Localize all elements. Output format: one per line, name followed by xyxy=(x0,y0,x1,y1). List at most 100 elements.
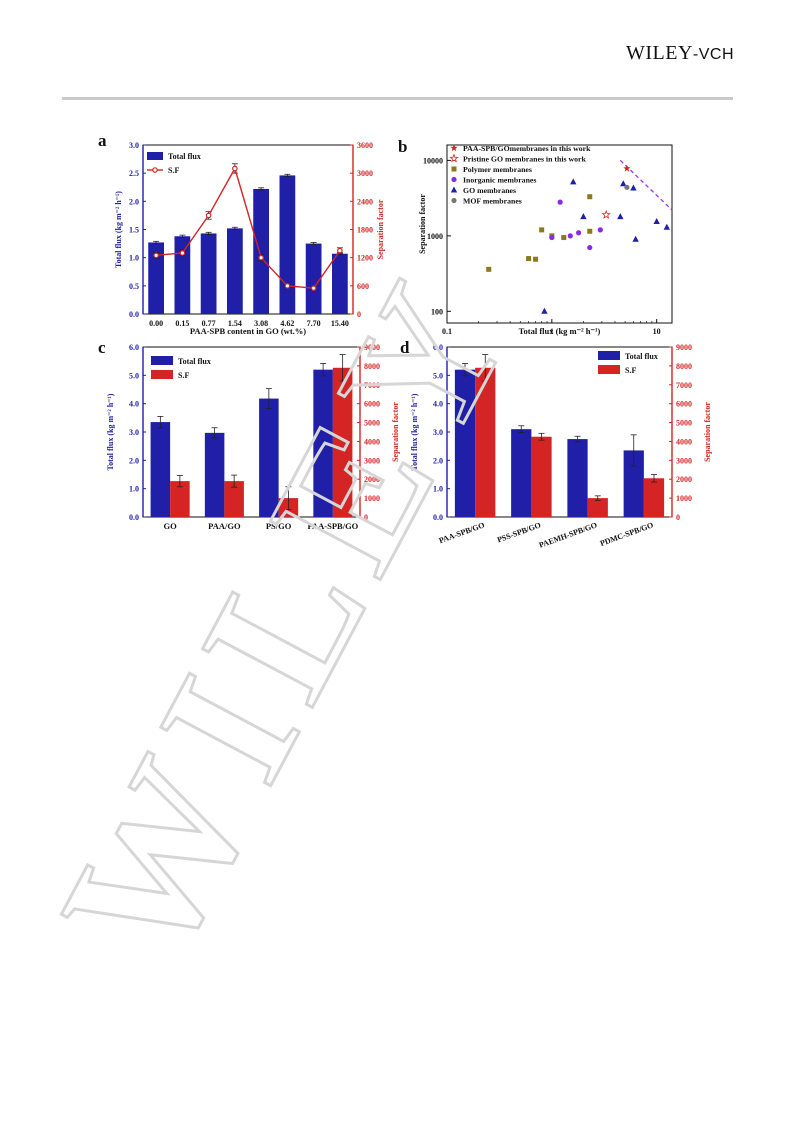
panel-a-bar xyxy=(305,243,322,314)
panel-d-ytick-label-left: 3.0 xyxy=(433,428,443,437)
panel-b-point xyxy=(549,234,555,241)
panel-c-legend-label-flux: Total flux xyxy=(178,357,211,366)
panel-b-point xyxy=(663,223,671,230)
panel-c-ytick-label-left: 6.0 xyxy=(129,343,139,352)
panel-c-ytick-label-right: 6000 xyxy=(364,400,380,409)
header-divider xyxy=(62,97,733,100)
panel-b-legend-marker xyxy=(451,166,457,172)
panel-c-bar-sf xyxy=(224,481,244,517)
panel-b-point xyxy=(539,227,545,233)
panel-a-ytick-label-right: 1200 xyxy=(357,254,373,263)
panel-d-bar-sf xyxy=(587,498,608,517)
panel-a-xtick-label: 15.40 xyxy=(331,319,349,328)
panel-b-point xyxy=(653,217,660,224)
panel-d-ylabel: Total flux (kg m⁻² h⁻¹) xyxy=(410,393,419,470)
panel-a-xtick-label: 7.70 xyxy=(307,319,321,328)
panel-a-xtick-label: 0.00 xyxy=(149,319,163,328)
panel-b-trend-line xyxy=(619,159,673,211)
panel-b-point xyxy=(617,213,624,220)
panel-d-ytick-label-left: 4.0 xyxy=(433,400,443,409)
panel-a-bar xyxy=(332,253,348,314)
panel-d-legend-swatch-flux xyxy=(598,351,620,360)
panel-d-letter: d xyxy=(400,338,410,357)
panel-a-xtick-label: 4.62 xyxy=(280,319,294,328)
panel-c-ytick-label-right: 3000 xyxy=(364,456,380,465)
panel-c-bar-flux xyxy=(150,422,171,517)
panel-d-ytick-label-right: 5000 xyxy=(676,419,692,428)
panel-a-legend-label-flux: Total flux xyxy=(168,152,201,161)
panel-d-ytick-label-right: 6000 xyxy=(676,400,692,409)
panel-d-xtick-label: PSS-SPB/GO xyxy=(496,520,542,544)
panel-a-xtick-label: 0.77 xyxy=(202,319,216,328)
panel-d-ytick-label-right: 8000 xyxy=(676,362,692,371)
panel-a-xlabel: PAA-SPB content in GO (wt.%) xyxy=(190,326,306,336)
panel-b-ylabel: Separation factor xyxy=(418,194,427,254)
panel-c-ytick-label-right: 8000 xyxy=(364,362,380,371)
panel-d-ytick-label-right: 0 xyxy=(676,513,680,522)
panel-b-point xyxy=(597,227,603,233)
panel-c-ytick-label-left: 4.0 xyxy=(129,400,139,409)
panel-b-point xyxy=(601,209,611,219)
panel-a-bars xyxy=(148,163,348,314)
panel-b-ytick-label: 100 xyxy=(431,307,443,316)
panel-a-legend-swatch-flux xyxy=(147,152,163,160)
panel-a-legend-marker-sf xyxy=(152,167,158,173)
panel-a-ylabel: Total flux (kg m⁻² h⁻¹) xyxy=(114,191,123,268)
panel-a-ytick-label-right: 2400 xyxy=(357,197,373,206)
panel-d-legend-swatch-sf xyxy=(598,365,620,374)
panel-a-bar xyxy=(148,242,164,314)
panel-a-ytick-label-right: 1800 xyxy=(357,226,373,235)
panel-b-point xyxy=(486,266,492,272)
panel-c-ytick-label-left: 0.0 xyxy=(129,513,139,522)
panel-d-bar-flux xyxy=(623,450,644,517)
panel-c-ytick-label-right: 4000 xyxy=(364,437,380,446)
panel-d-bar-sf xyxy=(475,367,496,517)
panel-d-xtick-label: PDMC-SPB/GO xyxy=(599,520,655,548)
publisher-logo-suffix: -VCH xyxy=(692,46,735,63)
panel-d-bar-flux xyxy=(511,429,532,517)
panel-b-legend-label: Pristine GO membranes in this work xyxy=(463,155,586,164)
publisher-logo-main: WILEY xyxy=(626,42,693,64)
panel-d-bars xyxy=(454,354,665,517)
panel-a-ytick-label-right: 3600 xyxy=(357,141,373,150)
panel-c-ytick-label-right: 5000 xyxy=(364,419,380,428)
panel-a-ytick-label-left: 1.0 xyxy=(129,254,139,263)
panel-b-point xyxy=(557,199,563,205)
panel-c-legend-label-sf: S.F xyxy=(178,371,189,380)
panel-c-ytick-label-right: 9000 xyxy=(364,343,380,352)
panel-c-legend-swatch-flux xyxy=(151,356,173,365)
panel-b-point xyxy=(533,256,539,262)
panel-c-letter: c xyxy=(98,338,106,357)
panel-a-ylabel-right: Separation factor xyxy=(376,199,385,259)
panel-b-point xyxy=(587,244,593,251)
panel-a-sf-line xyxy=(156,166,341,289)
panel-a-sf-point xyxy=(153,252,159,259)
panel-b-point xyxy=(624,184,630,190)
panel-b-xtick-label: 0.1 xyxy=(442,327,452,336)
panel-b-point xyxy=(587,194,593,200)
panel-d-legend-label-sf: S.F xyxy=(625,366,636,375)
panel-b-xlabel: Total flux (kg m⁻² h⁻¹) xyxy=(519,326,601,336)
panel-d-ytick-label-left: 6.0 xyxy=(433,343,443,352)
panel-b-point xyxy=(623,164,631,172)
panel-c-bar-flux xyxy=(313,369,333,517)
panel-a-bar xyxy=(279,175,296,314)
panel-a-ytick-label-left: 2.0 xyxy=(129,197,139,206)
panel-c-ytick-label-left: 1.0 xyxy=(129,485,139,494)
panel-d-ytick-label-right: 9000 xyxy=(676,343,692,352)
panel-b-legend-marker xyxy=(450,186,458,193)
panel-d-ytick-label-left: 0.0 xyxy=(433,513,443,522)
panel-a-xtick-label: 0.15 xyxy=(175,319,189,328)
panel-c-ytick-label-left: 3.0 xyxy=(129,428,139,437)
panel-d-ytick-label-right: 3000 xyxy=(676,456,692,465)
panel-b-letter: b xyxy=(398,137,407,156)
panel-d-ytick-label-left: 1.0 xyxy=(433,485,443,494)
panel-c-xtick-label: GO xyxy=(164,521,178,531)
panel-a-sf-point xyxy=(205,212,212,219)
panel-b-legend-marker xyxy=(451,176,457,183)
panel-c-xtick-label: PS/GO xyxy=(266,521,292,531)
panel-c-ytick-label-right: 0 xyxy=(364,513,368,522)
panel-b-points xyxy=(486,164,671,314)
panel-c-ytick-label-left: 2.0 xyxy=(129,456,139,465)
panel-c-bar-flux xyxy=(204,432,225,517)
